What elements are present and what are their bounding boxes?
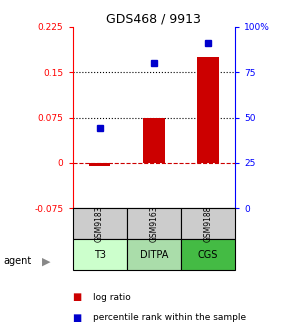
Text: ■: ■ <box>72 312 82 323</box>
Bar <box>127 239 181 270</box>
Text: CGS: CGS <box>198 250 218 260</box>
Bar <box>197 57 219 163</box>
Bar <box>89 163 110 166</box>
Bar <box>181 208 235 239</box>
Text: GSM9183: GSM9183 <box>95 206 104 242</box>
Text: T3: T3 <box>94 250 106 260</box>
Bar <box>72 208 127 239</box>
Text: DITPA: DITPA <box>139 250 168 260</box>
Text: agent: agent <box>3 256 31 266</box>
Text: ▶: ▶ <box>42 256 50 266</box>
Text: log ratio: log ratio <box>93 293 130 302</box>
Text: ■: ■ <box>72 292 82 302</box>
Text: GSM9163: GSM9163 <box>149 206 158 242</box>
Bar <box>72 239 127 270</box>
Bar <box>143 118 164 163</box>
Text: GSM9188: GSM9188 <box>203 206 212 242</box>
Title: GDS468 / 9913: GDS468 / 9913 <box>106 13 201 26</box>
Bar <box>181 239 235 270</box>
Text: percentile rank within the sample: percentile rank within the sample <box>93 313 246 322</box>
Bar <box>127 208 181 239</box>
